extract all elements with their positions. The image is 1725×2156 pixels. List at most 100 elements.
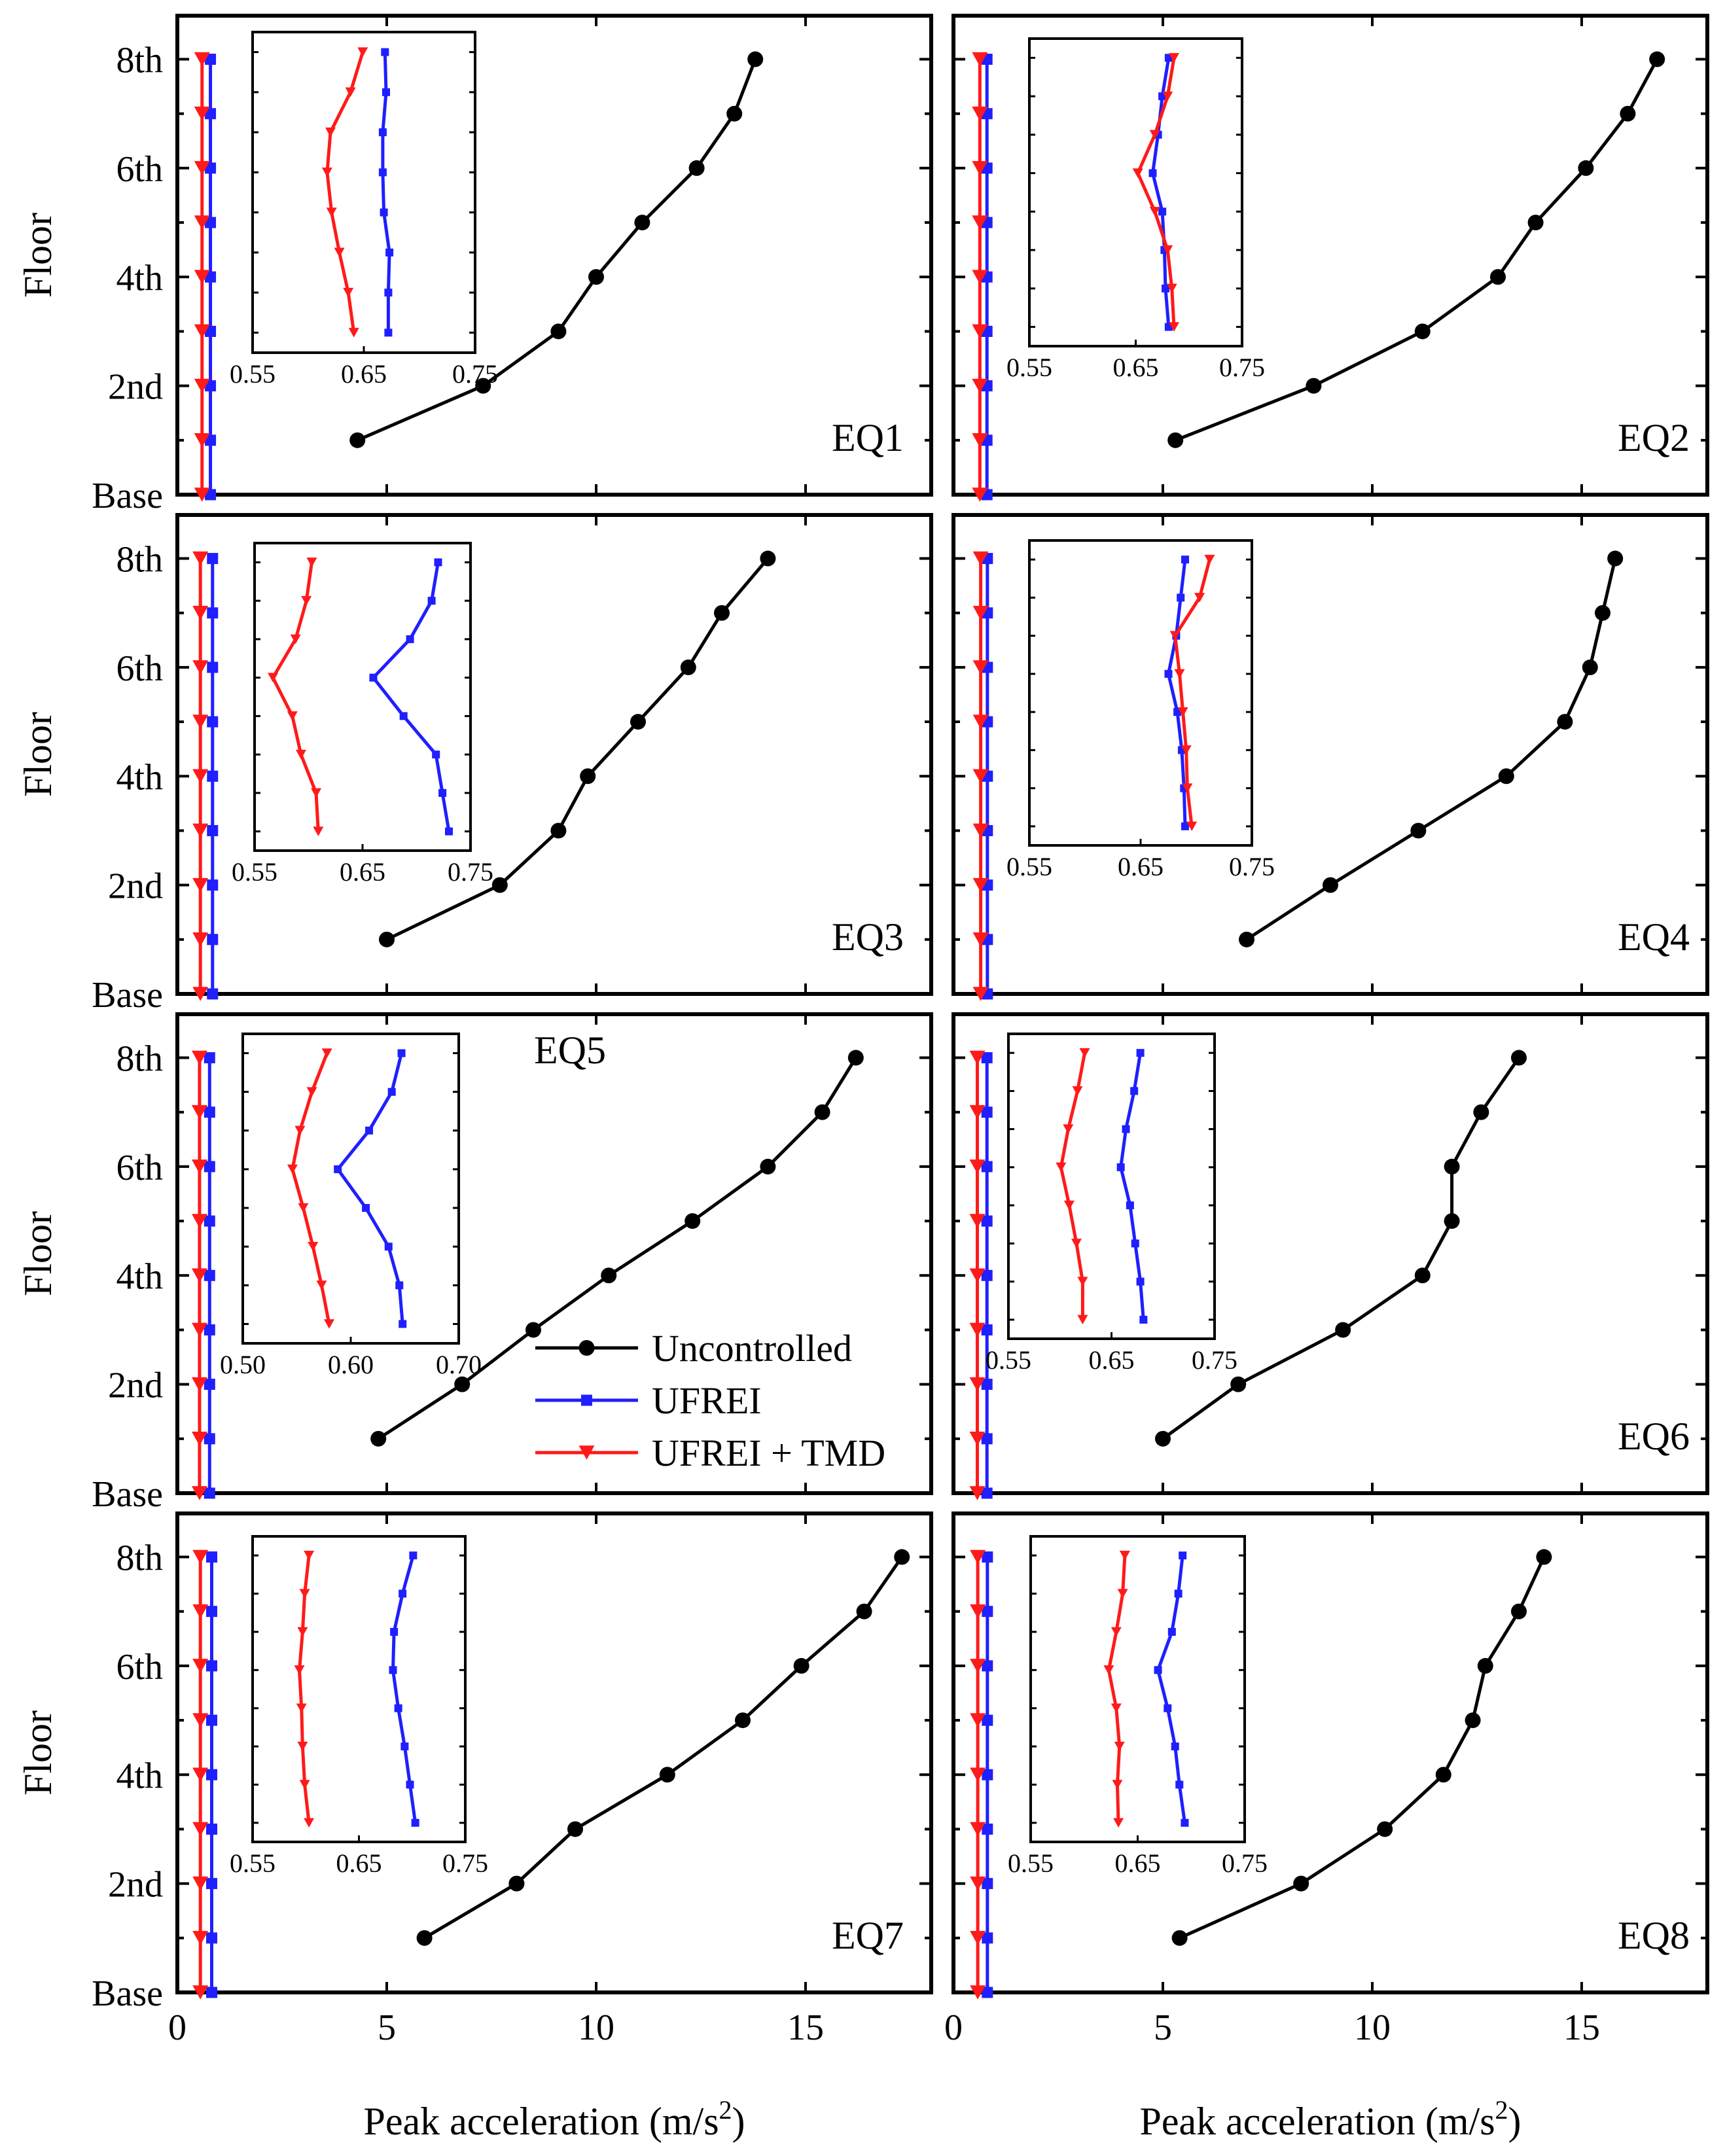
- tmd-point: [969, 1322, 986, 1337]
- inset-ufrei-point: [399, 1320, 407, 1328]
- inset-eq5: 0.50 0.60 0.70: [220, 1033, 482, 1379]
- series-uncontrolled-line: [1162, 1057, 1521, 1440]
- inset-x-tick-label: 0.70: [436, 1350, 482, 1379]
- ufrei-point: [207, 607, 219, 619]
- uncontrolled-point: [856, 1603, 872, 1619]
- inset-ufrei-point: [1162, 284, 1169, 292]
- inset-tmd-point: [294, 1125, 306, 1136]
- uncontrolled-point: [1527, 215, 1544, 231]
- tmd-point: [969, 1105, 986, 1120]
- inset-frame: [253, 542, 472, 852]
- uncontrolled-point: [416, 1930, 433, 1946]
- tmd-point: [192, 1876, 209, 1891]
- ufrei-point: [205, 108, 217, 120]
- ufrei-point: [981, 1324, 993, 1335]
- y-axis-title: Floor: [16, 1211, 60, 1296]
- inset-x-tick-label: 0.65: [1118, 852, 1164, 881]
- tmd-point: [970, 1985, 986, 2000]
- uncontrolled-point: [1649, 51, 1665, 67]
- inset-ufrei-point: [397, 1049, 406, 1057]
- uncontrolled-point: [1239, 931, 1254, 947]
- ufrei-point: [205, 380, 217, 392]
- ufrei-point: [982, 1932, 993, 1944]
- x-axis-title-sup: 2: [1495, 2095, 1508, 2125]
- inset-ufrei-point: [382, 88, 390, 96]
- floor-tick-label: 6th: [116, 1148, 163, 1188]
- tmd-point: [192, 987, 209, 1001]
- inset-ufrei-line: [1156, 1555, 1186, 1824]
- inset-x-tick-label: 0.55: [986, 1345, 1031, 1375]
- inset-ufrei-point: [1136, 1049, 1145, 1057]
- inset-ufrei-point: [1177, 593, 1185, 602]
- inset-ufrei-point: [1174, 1589, 1183, 1598]
- inset-x-tick-label: 0.55: [1006, 852, 1052, 881]
- uncontrolled-point: [1306, 378, 1322, 394]
- inset-tmd-point: [295, 749, 306, 760]
- uncontrolled-point: [1335, 1322, 1351, 1338]
- tmd-point: [192, 1549, 209, 1564]
- inset-ufrei-line: [371, 561, 451, 832]
- inset-frame: [251, 31, 476, 354]
- tmd-point: [970, 1549, 986, 1564]
- tmd-point: [972, 551, 989, 566]
- inset-eq7: 0.55 0.65 0.75: [230, 1535, 488, 1878]
- inset-tmd-point: [297, 1627, 308, 1637]
- panel-label: EQ3: [832, 915, 904, 959]
- ufrei-point: [205, 1823, 217, 1835]
- inset-tmd-point: [1181, 745, 1192, 755]
- floor-tick-label: 2nd: [108, 1366, 163, 1406]
- inset-tmd-line: [1136, 57, 1176, 327]
- tmd-point: [192, 1931, 209, 1945]
- tmd-point: [972, 877, 989, 892]
- inset-ufrei-point: [380, 208, 388, 217]
- tmd-point: [192, 1604, 209, 1619]
- inset-ufrei-line: [381, 52, 391, 333]
- uncontrolled-point: [550, 822, 567, 839]
- inset-ufrei-point: [1164, 669, 1173, 678]
- panel-label: EQ2: [1618, 416, 1690, 459]
- inset-ufrei-point: [387, 1087, 396, 1096]
- uncontrolled-point: [760, 550, 776, 567]
- inset-ufrei-point: [399, 712, 408, 720]
- legend-marker: [578, 1445, 595, 1460]
- x-tick-label: 5: [1154, 2007, 1172, 2048]
- ufrei-point: [982, 1987, 993, 1998]
- tmd-point: [194, 161, 210, 175]
- series-uncontrolled-line: [1245, 557, 1617, 941]
- ufrei-point: [981, 1106, 993, 1118]
- inset-ufrei-point: [384, 1243, 393, 1251]
- panel-label: EQ6: [1618, 1415, 1690, 1458]
- panel-frame: [951, 14, 1709, 497]
- tmd-point: [192, 769, 209, 784]
- ufrei-point: [205, 1551, 217, 1563]
- ufrei-point: [207, 824, 219, 836]
- series-uncontrolled-line: [1179, 1556, 1546, 1940]
- ufrei-point: [205, 489, 217, 501]
- legend-marker: [578, 1340, 595, 1356]
- inset-frame: [1028, 539, 1253, 847]
- uncontrolled-point: [567, 1821, 583, 1837]
- uncontrolled-point: [747, 51, 764, 67]
- ufrei-point: [205, 434, 217, 446]
- inset-tmd-point: [1063, 1124, 1074, 1134]
- inset-tmd-point: [1056, 1162, 1067, 1173]
- floor-tick-label: 2nd: [108, 1865, 163, 1905]
- uncontrolled-point: [1607, 550, 1624, 567]
- inset-tmd-point: [316, 1281, 327, 1290]
- inset-tmd-point: [1113, 1818, 1124, 1828]
- tmd-point: [192, 932, 209, 947]
- x-tick-label: 10: [578, 2007, 614, 2048]
- tmd-point: [192, 1659, 209, 1673]
- ufrei-point: [205, 162, 217, 174]
- x-tick-label: 15: [1563, 2007, 1600, 2048]
- tmd-point: [969, 1377, 986, 1392]
- legend-label: UFREI + TMD: [652, 1432, 885, 1474]
- x-tick-label: 10: [1354, 2007, 1391, 2048]
- inset-ufrei-line: [1119, 1052, 1145, 1320]
- tmd-point: [191, 1214, 207, 1228]
- inset-tmd-line: [297, 1555, 311, 1824]
- uncontrolled-point: [525, 1322, 541, 1338]
- tmd-point: [972, 823, 989, 838]
- floor-tick-label: 8th: [116, 1039, 163, 1080]
- inset-tmd-point: [1077, 1277, 1088, 1286]
